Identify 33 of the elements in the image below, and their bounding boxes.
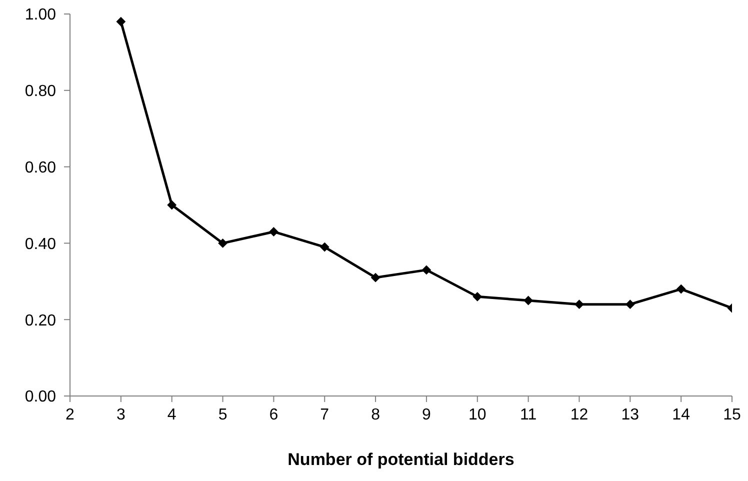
point	[167, 200, 176, 210]
point	[269, 227, 278, 236]
y-tick-label: 0.00	[24, 388, 56, 406]
point	[116, 17, 126, 26]
x-tick-label: 10	[468, 406, 486, 424]
x-tick-label: 11	[520, 406, 537, 424]
point	[676, 284, 686, 294]
y-tick-label: 1.00	[24, 6, 56, 24]
point	[574, 300, 584, 309]
y-tick-label: 0.80	[24, 83, 56, 100]
y-tick-label: 0.20	[24, 312, 56, 330]
point	[524, 296, 533, 305]
y-tick-label: 0.40	[24, 236, 56, 253]
point	[320, 242, 330, 252]
x-tick-label: 8	[371, 406, 380, 424]
x-axis-title: Number of potential bidders	[288, 450, 514, 469]
x-tick-label: 4	[167, 406, 176, 424]
point	[626, 300, 635, 309]
point	[371, 273, 380, 282]
x-tick-label: 15	[723, 406, 741, 424]
point	[218, 238, 228, 248]
point	[422, 265, 431, 274]
x-tick-label: 13	[621, 406, 640, 424]
x-tick-label: 9	[422, 406, 432, 424]
x-tick-label: 5	[218, 406, 228, 424]
x-tick-label: 6	[269, 406, 278, 424]
x-tick-label: 12	[570, 406, 588, 424]
x-tick-label: 14	[672, 406, 690, 424]
x-tick-label: 3	[116, 406, 126, 424]
point	[472, 292, 482, 302]
x-tick-label: 7	[320, 406, 330, 424]
x-tick-label: 2	[66, 406, 75, 424]
y-tick-label: 0.60	[24, 159, 56, 176]
